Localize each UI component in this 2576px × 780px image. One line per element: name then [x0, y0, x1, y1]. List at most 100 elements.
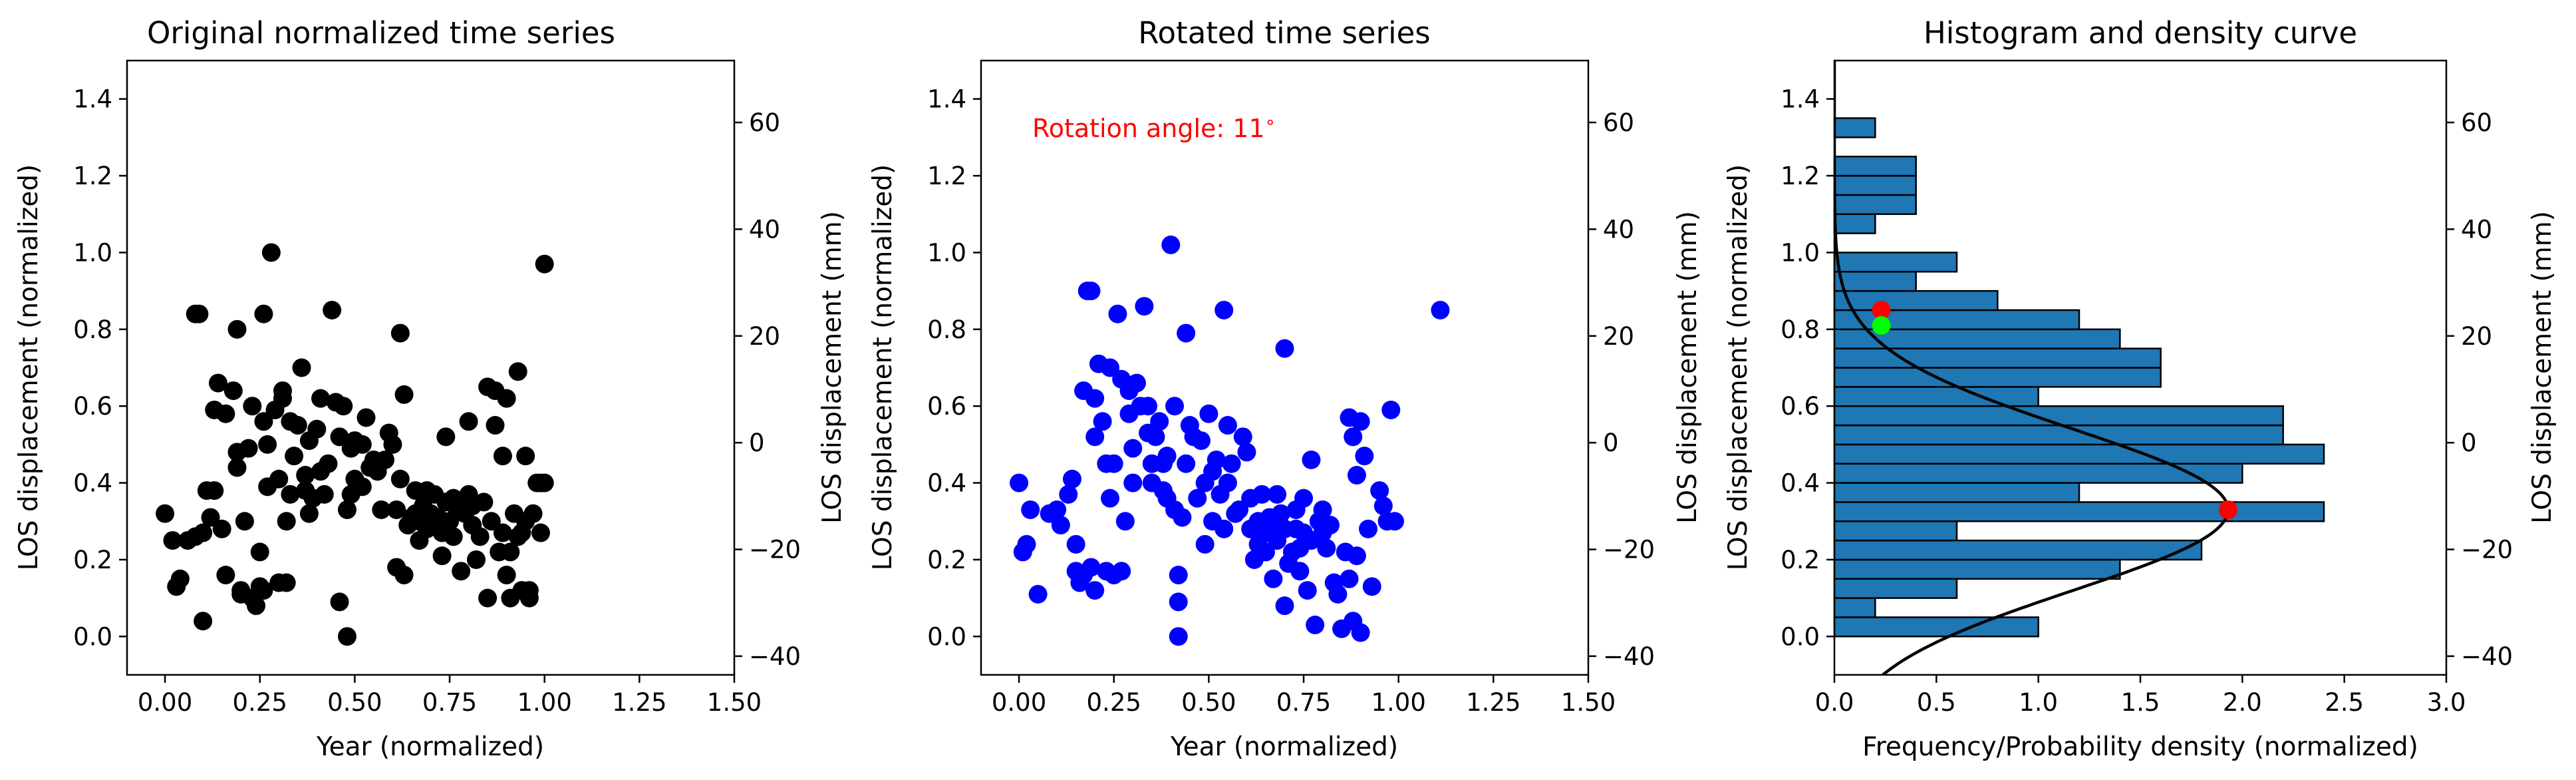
data-point [323, 300, 342, 319]
y2-tick-label: 0 [2461, 429, 2477, 457]
data-point [394, 385, 414, 404]
data-point [1370, 481, 1389, 500]
y-tick-label: 1.0 [927, 238, 966, 267]
data-point [337, 627, 357, 646]
x-tick-label: 0.50 [1181, 688, 1236, 717]
x-tick-label: 1.25 [612, 688, 666, 717]
data-point [296, 466, 315, 485]
chart-title: Original normalized time series [147, 15, 615, 51]
y2-axis-label: LOS displacement (mm) [817, 211, 847, 524]
data-point [292, 358, 311, 377]
data-point [535, 473, 554, 492]
data-point [497, 566, 516, 585]
chart-title: Rotated time series [1138, 15, 1430, 51]
data-point [330, 592, 349, 612]
y2-tick-label: 20 [1603, 322, 1634, 351]
x-tick-label: 0.5 [1917, 688, 1956, 717]
x-tick-label: 0.50 [327, 688, 382, 717]
data-point [1359, 519, 1378, 538]
data-point [261, 243, 281, 262]
data-point [1085, 581, 1105, 600]
data-point [1373, 496, 1393, 516]
x-tick-label: 3.0 [2427, 688, 2466, 717]
data-point [1066, 534, 1085, 554]
data-point [194, 523, 213, 542]
y-tick-label: 0.8 [1781, 315, 1820, 344]
data-point [1112, 562, 1131, 581]
data-point [1169, 566, 1188, 585]
data-point [1127, 373, 1146, 393]
data-point [281, 485, 300, 504]
y2-tick-label: −40 [749, 642, 801, 671]
data-point [1169, 627, 1188, 646]
histogram-bar [1833, 117, 1876, 138]
y2-tick-label: 0 [1603, 429, 1619, 457]
y-tick-label: 0.2 [1781, 546, 1820, 574]
data-point [390, 469, 410, 488]
data-point [1313, 500, 1332, 519]
data-point [1252, 485, 1272, 504]
data-point [1093, 412, 1112, 431]
panel-rotated-series: Rotated time series 0.00 0.25 0.50 0.75 1.00… [868, 15, 1703, 762]
data-point [254, 412, 273, 431]
y-tick-label: 1.4 [1781, 85, 1820, 114]
data-point [1081, 558, 1101, 577]
y-tick-label: 0.0 [73, 622, 112, 651]
data-point [277, 573, 296, 592]
x-tick-label: 1.50 [707, 688, 762, 717]
data-point [478, 588, 498, 608]
data-point [493, 523, 512, 542]
data-point [1123, 439, 1143, 458]
y-tick-label: 1.0 [1781, 238, 1820, 267]
data-point [1146, 427, 1165, 447]
y2-axis-label: LOS displacement (mm) [1673, 211, 1703, 524]
histogram-bar [1833, 616, 2039, 638]
histogram-bar [1833, 174, 1917, 196]
data-point [254, 581, 273, 600]
data-point [254, 304, 273, 323]
y-tick-label: 0.0 [927, 622, 966, 651]
data-point [452, 562, 471, 581]
plot-frame [980, 59, 1590, 676]
data-point [163, 531, 182, 550]
data-point [216, 566, 235, 585]
x-axis-label: Year (normalized) [1170, 732, 1398, 762]
data-point [1085, 427, 1105, 447]
data-point [1385, 512, 1404, 531]
y-tick-label: 0.6 [927, 392, 966, 421]
data-point [311, 389, 331, 408]
data-point [1320, 516, 1340, 535]
y2-tick-label: −20 [749, 536, 801, 564]
data-point [383, 435, 402, 454]
data-point [493, 447, 512, 466]
y-tick-label: 0.4 [73, 469, 112, 498]
data-point [523, 504, 543, 523]
histogram-bar [1833, 386, 2039, 407]
data-point [1290, 562, 1310, 581]
y-tick-label: 0.2 [73, 546, 112, 574]
axis-ticks: 0.00 0.25 0.50 0.75 1.00 1.25 1.500.00.20.40.6… [73, 85, 801, 717]
y2-tick-label: 60 [2461, 108, 2492, 137]
x-tick-label: 1.00 [517, 688, 571, 717]
data-point [1085, 389, 1105, 408]
data-point [273, 381, 292, 401]
data-point [1230, 500, 1249, 519]
data-point [288, 416, 307, 435]
data-points [1010, 235, 1450, 646]
plot-frame [1833, 59, 2448, 676]
data-point [1150, 412, 1169, 431]
data-point [1351, 412, 1370, 431]
data-point [1081, 282, 1101, 301]
data-point [1010, 473, 1029, 492]
x-tick-label: 2.5 [2325, 688, 2364, 717]
data-point [250, 542, 269, 562]
data-point [1101, 488, 1120, 508]
data-point [1059, 485, 1078, 504]
data-point [1191, 431, 1211, 451]
data-point [208, 373, 227, 393]
data-point [235, 512, 254, 531]
data-point [1123, 473, 1143, 492]
data-point [1139, 397, 1158, 416]
histogram-bar [1833, 213, 1876, 234]
